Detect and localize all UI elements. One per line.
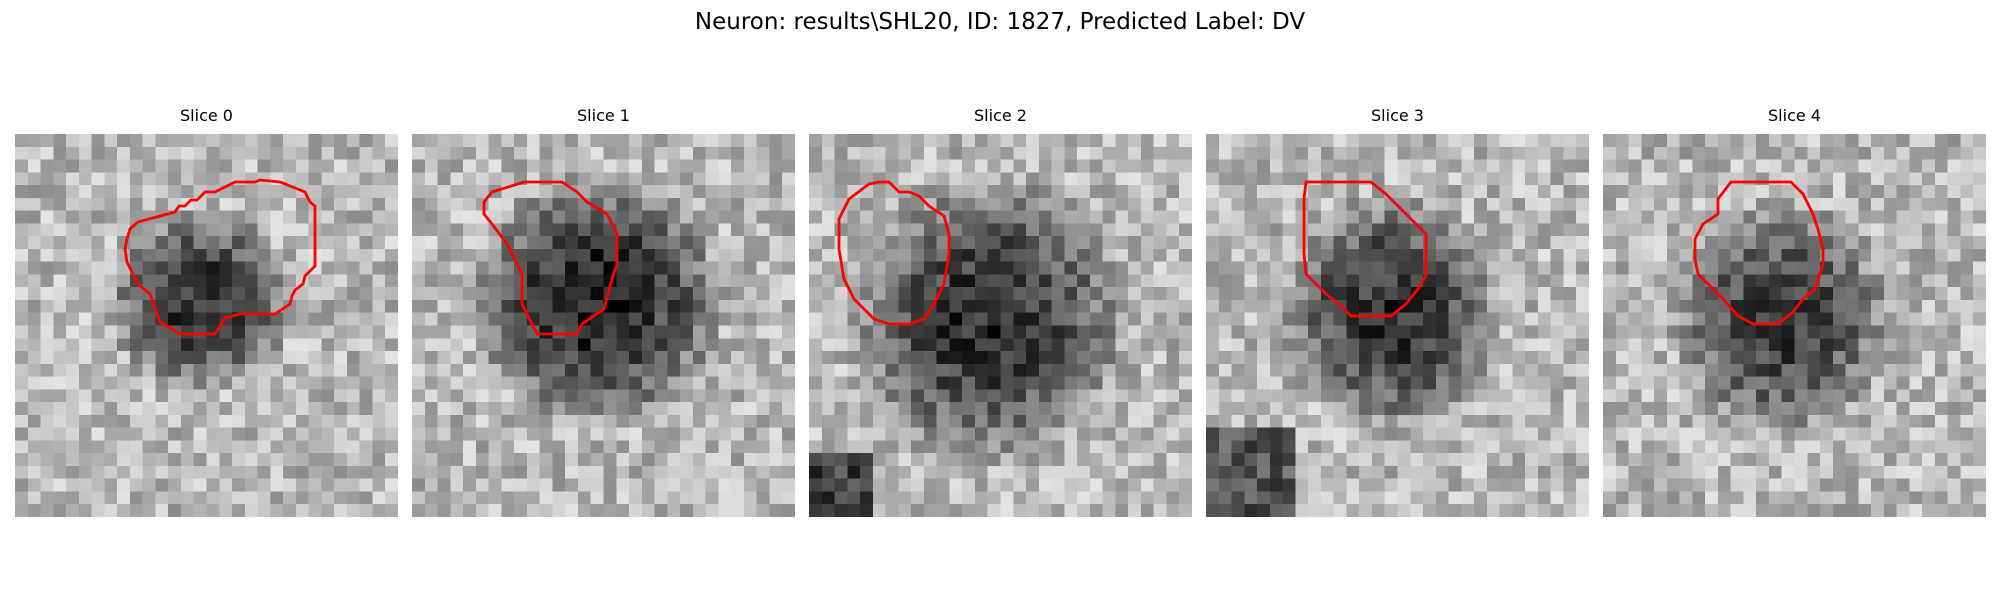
figure-title: Neuron: results\SHL20, ID: 1827, Predict… (694, 9, 1306, 35)
slice-title: Slice 3 (1371, 106, 1424, 125)
segmentation-contour (482, 180, 619, 336)
segmentation-contour (1302, 180, 1428, 318)
slice-title: Slice 4 (1768, 106, 1821, 125)
grayscale-slice (1206, 134, 1589, 517)
slice-image (412, 134, 795, 517)
grayscale-slice (809, 134, 1192, 517)
grayscale-slice (412, 134, 795, 517)
slice-image (1603, 134, 1986, 517)
segmentation-contour (123, 178, 317, 336)
slice-title: Slice 0 (180, 106, 233, 125)
slice-image (809, 134, 1192, 517)
slice-image (1206, 134, 1589, 517)
slice-image (15, 134, 398, 517)
segmentation-contour (837, 180, 951, 326)
grayscale-slice (1603, 134, 1986, 517)
slice-title: Slice 1 (577, 106, 630, 125)
slice-title: Slice 2 (974, 106, 1027, 125)
segmentation-contour (1693, 180, 1825, 326)
grayscale-slice (15, 134, 398, 517)
